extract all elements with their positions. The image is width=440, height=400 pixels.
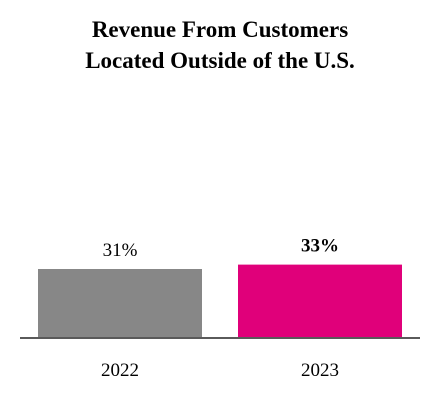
value-label-2023: 33%	[301, 236, 339, 257]
bar-2022	[38, 269, 202, 337]
bar-2023	[238, 264, 402, 337]
chart-title-line-1: Revenue From Customers	[91, 17, 349, 42]
chart-title-line-2: Located Outside of the U.S.	[85, 48, 355, 73]
chart-title: Revenue From Customers Located Outside o…	[0, 14, 440, 76]
x-tick-label-2022: 2022	[101, 360, 139, 381]
value-label-2022: 31%	[103, 240, 138, 261]
x-tick-label-2023: 2023	[301, 360, 339, 381]
